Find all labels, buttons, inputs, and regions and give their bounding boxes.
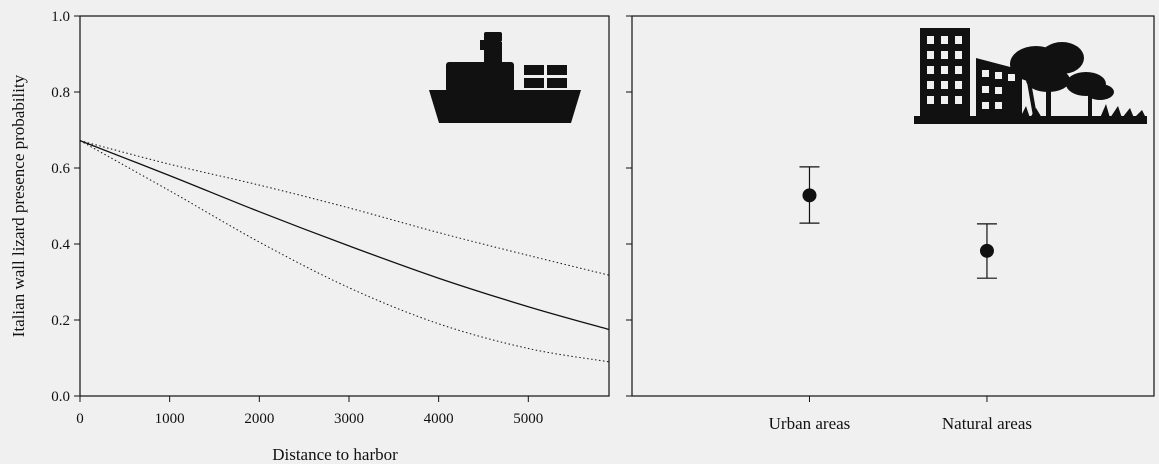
data-point bbox=[802, 188, 817, 203]
x-tick-label: 2000 bbox=[244, 411, 274, 427]
plot-frame-left bbox=[79, 15, 610, 397]
y-axis-left: 0.0 0.2 0.4 0.6 0.8 1.0 bbox=[51, 9, 80, 405]
city-nature-icon bbox=[914, 28, 1147, 124]
x-tick-label: 4000 bbox=[424, 411, 454, 427]
panel-distance: 0.0 0.2 0.4 0.6 0.8 1.0 0 1000 2000 3000 4000 5000… bbox=[9, 9, 610, 464]
line-series-group bbox=[79, 140, 610, 363]
ship-icon bbox=[429, 32, 581, 123]
y-tick-label: 0.4 bbox=[51, 237, 70, 253]
x-tick-label: 1000 bbox=[155, 411, 185, 427]
x-axis-left: 0 1000 2000 3000 4000 5000 bbox=[76, 396, 543, 427]
x-tick-label: 5000 bbox=[513, 411, 543, 427]
data-point bbox=[979, 243, 994, 258]
x-axis-label: Distance to harbor bbox=[272, 445, 398, 464]
confidence-line bbox=[79, 140, 610, 276]
confidence-line bbox=[79, 140, 610, 363]
y-tick-label: 1.0 bbox=[51, 9, 70, 25]
x-tick-label: 0 bbox=[76, 411, 84, 427]
category-label: Urban areas bbox=[769, 414, 851, 433]
plot-frame-right bbox=[631, 15, 1155, 397]
category-label: Natural areas bbox=[942, 414, 1032, 433]
y-tick-label: 0.6 bbox=[51, 161, 70, 177]
y-tick-label: 0.0 bbox=[51, 389, 70, 405]
y-tick-label: 0.2 bbox=[51, 313, 70, 329]
y-tick-label: 0.8 bbox=[51, 85, 70, 101]
y-axis-label: Italian wall lizard presence probability bbox=[9, 74, 28, 337]
point-series-group: Urban areas Natural areas bbox=[769, 166, 1032, 433]
fitted-line bbox=[79, 140, 610, 331]
x-tick-label: 3000 bbox=[334, 411, 364, 427]
panel-habitat: Urban areas Natural areas bbox=[626, 15, 1155, 433]
y-axis-right bbox=[626, 15, 632, 397]
